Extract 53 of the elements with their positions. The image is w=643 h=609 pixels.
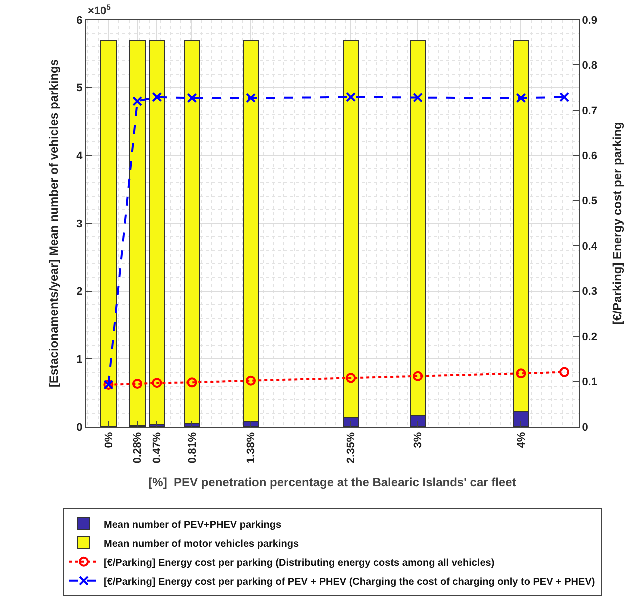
point <box>346 92 356 102</box>
x-tick-label: 0.47% <box>152 432 164 464</box>
y-tick-label: 0 <box>76 422 83 434</box>
point <box>346 373 356 384</box>
y2-tick-label: 0.2 <box>582 331 598 344</box>
y2-tick-label: 0.8 <box>582 60 598 72</box>
point <box>187 378 198 388</box>
y-axis-title: [Estacionaments/year] Mean number of vehicles parkings <box>46 59 61 388</box>
y-tick-label: 6 <box>76 14 83 27</box>
y2-tick-label: 0.6 <box>582 150 598 163</box>
bar <box>184 40 200 424</box>
y-tick-label: 4 <box>76 150 84 163</box>
legend-label: [€/Parking] Energy cost per parking of PEV + PHEV (Charging the cost of charging only to PEV + PHEV) <box>104 576 596 588</box>
x-tick-label: 0.81% <box>186 432 199 464</box>
bar <box>148 40 166 426</box>
point <box>560 367 570 378</box>
y2-tick-label: 0.4 <box>582 240 598 253</box>
y2-tick-label: 0 <box>582 422 588 434</box>
x-tick-label: 4% <box>516 432 528 448</box>
y-tick-label: 5 <box>76 82 83 95</box>
y-tick-label: 3 <box>76 218 83 230</box>
x-tick-label: 3% <box>412 432 425 448</box>
x-axis-title: [%] PEV penetration percentage at the Balearic Islands' car fleet <box>148 476 516 490</box>
point <box>246 376 256 386</box>
point <box>152 378 162 388</box>
point <box>132 96 143 106</box>
legend-label: [€/Parking] Energy cost per parking (Distributing energy costs among all vehicles) <box>104 558 495 569</box>
point <box>516 93 526 104</box>
y-tick-label: 1 <box>76 354 83 366</box>
point <box>246 93 256 104</box>
text: ×10$^{5}$ <box>88 3 112 18</box>
y2-tick-label: 0.1 <box>582 376 598 389</box>
x-tick-label: 0% <box>103 432 116 448</box>
point <box>413 371 424 382</box>
y2-tick-label: 0.9 <box>582 14 598 27</box>
bar <box>100 40 117 427</box>
point <box>413 92 424 103</box>
point <box>187 93 198 104</box>
y2-tick-label: 0.7 <box>582 105 598 118</box>
point <box>132 379 143 390</box>
legend-label: Mean number of PEV+PHEV parkings <box>104 520 282 531</box>
x-tick-label: 1.38% <box>246 432 258 464</box>
legend-label: Mean number of motor vehicles parkings <box>104 538 300 550</box>
y2-tick-label: 0.3 <box>582 286 598 298</box>
y2-tick-label: 0.5 <box>582 196 598 208</box>
point <box>516 368 526 379</box>
point <box>152 92 162 102</box>
bar <box>129 40 146 426</box>
x-tick-label: 0.28% <box>132 432 144 464</box>
point <box>560 92 570 102</box>
x-tick-label: 2.35% <box>346 432 358 464</box>
y2-axis-title: [€/Parking] Energy cost per parking <box>610 122 624 325</box>
y-tick-label: 2 <box>76 286 83 298</box>
